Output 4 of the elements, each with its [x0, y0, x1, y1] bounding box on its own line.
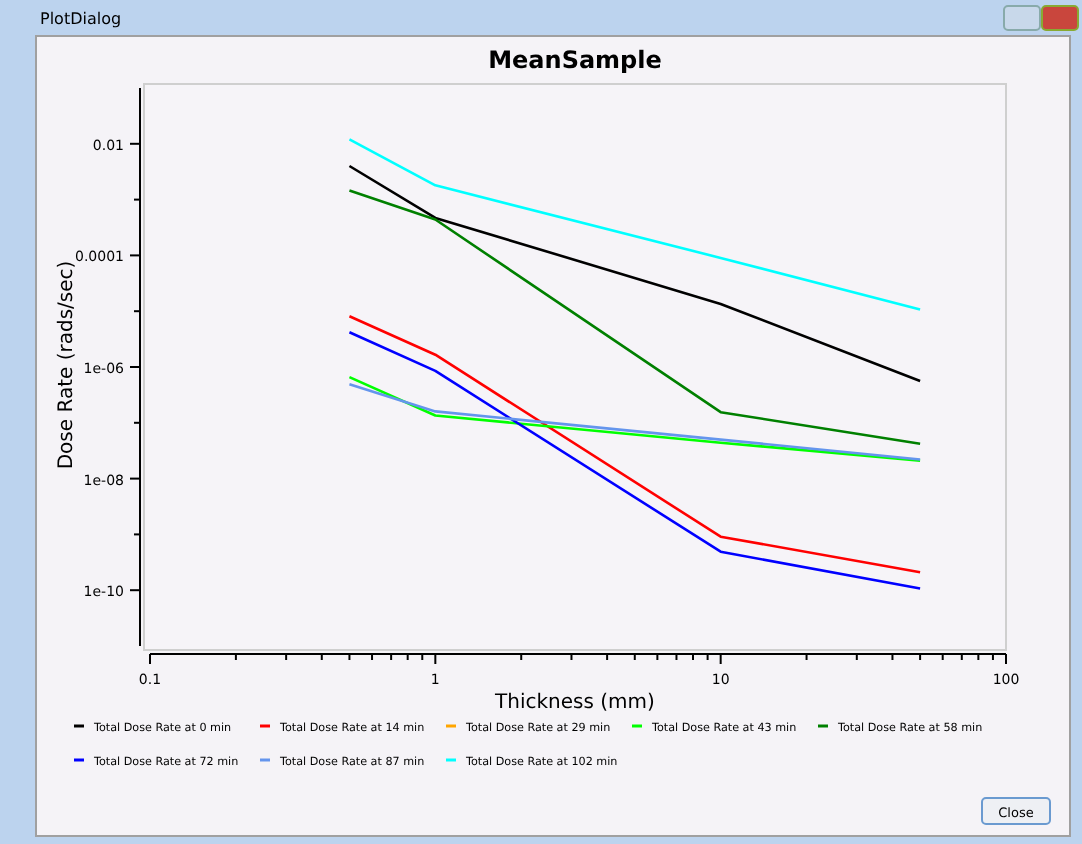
y-axis-title: Dose Rate (rads/sec): [56, 260, 78, 470]
x-axis-title: Thickness (mm): [493, 692, 656, 714]
text: PlotDialog: [40, 10, 122, 28]
chart-title: MeanSample: [488, 46, 662, 74]
